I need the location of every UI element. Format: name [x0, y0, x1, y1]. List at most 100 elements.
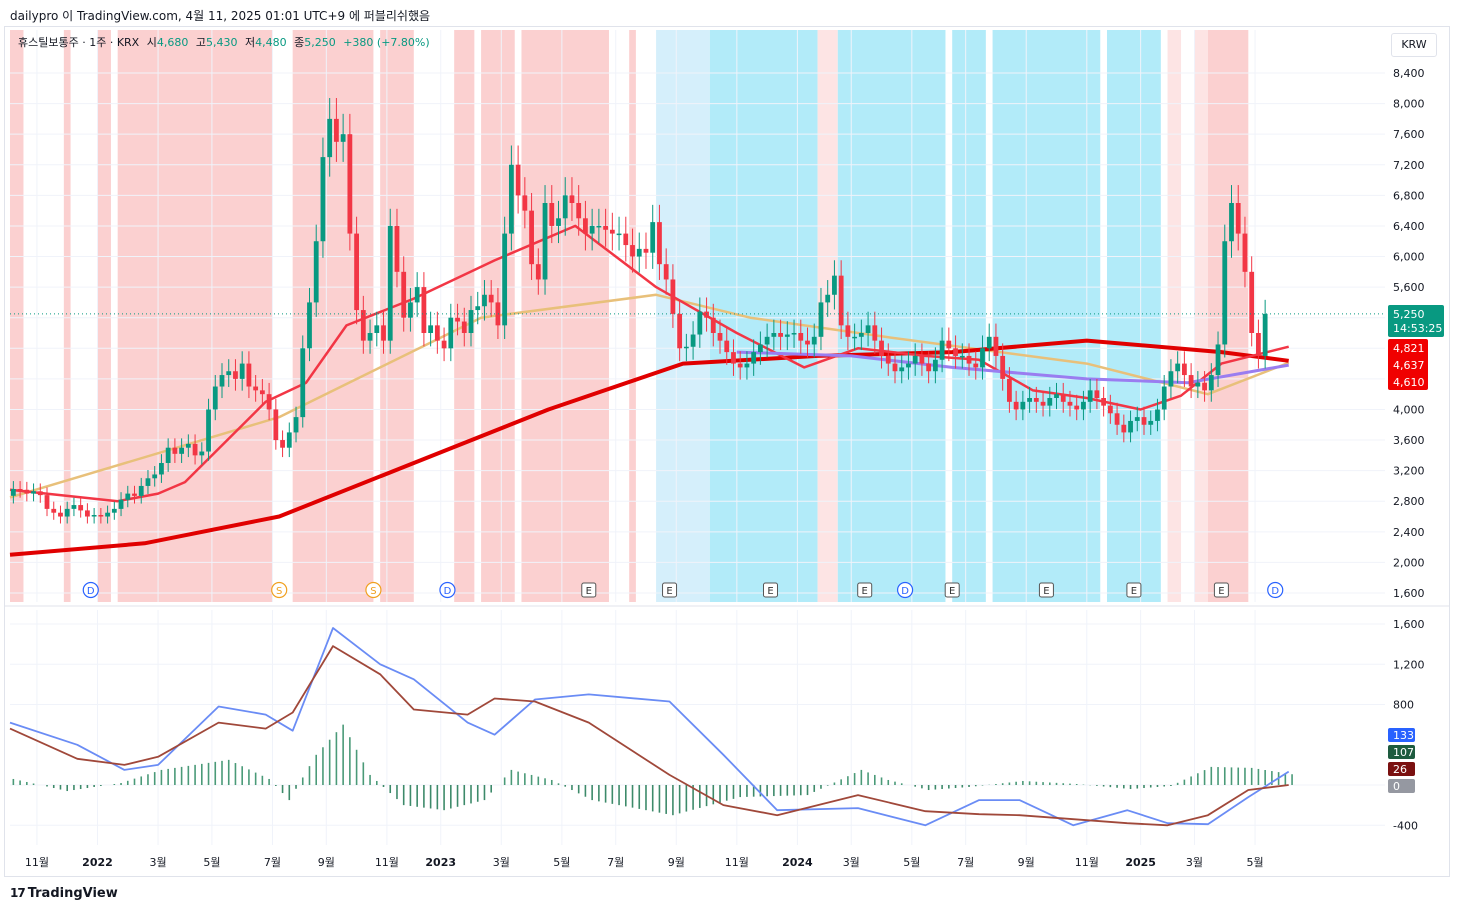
time-axis-tick: 11월 [1075, 856, 1099, 869]
earnings-marker-label: E [666, 586, 672, 597]
candle-body [643, 248, 649, 253]
candle-body [508, 164, 514, 234]
candle-body [630, 245, 635, 257]
legend-low: 4,480 [255, 36, 287, 49]
candle-body [1262, 313, 1268, 356]
price-axis-tick: 3,200 [1393, 465, 1425, 478]
price-axis-tick: 7,200 [1393, 159, 1425, 172]
currency-button[interactable]: KRW [1391, 33, 1437, 57]
candle-body [1121, 424, 1127, 433]
candle-body [475, 306, 481, 311]
candle-body [1222, 241, 1228, 345]
time-axis-tick: 9월 [1018, 856, 1035, 869]
legend-open: 4,680 [156, 36, 189, 49]
earnings-marker-label: E [767, 586, 773, 597]
price-axis-tick: 2,800 [1393, 495, 1425, 508]
candle-body [394, 225, 400, 272]
candle-body [980, 348, 985, 368]
time-axis-tick: 7월 [607, 856, 624, 869]
time-axis-tick: 11월 [375, 856, 399, 869]
candle-body [10, 489, 16, 496]
candle-body [912, 355, 918, 364]
trend-zone-red [521, 30, 609, 602]
macd-value-badge [1388, 728, 1415, 742]
candle-body [986, 336, 992, 349]
candle-body [771, 333, 777, 337]
split-marker [271, 581, 288, 599]
candle-body [226, 371, 232, 376]
time-axis-tick: 2023 [425, 856, 456, 869]
candle-body [959, 355, 965, 358]
candle-body [946, 340, 952, 349]
candle-body [784, 334, 790, 337]
candle-body [865, 325, 871, 333]
candle-body [744, 363, 750, 368]
earnings-marker-label: E [862, 586, 868, 597]
candle-body [1155, 409, 1160, 421]
macd-axis-tick: 1,200 [1393, 658, 1425, 671]
candle-body [461, 321, 467, 333]
candle-body [778, 333, 783, 337]
earnings-marker [662, 582, 678, 598]
trend-zone-blue [709, 30, 818, 602]
split-marker [365, 581, 382, 599]
candle-body [78, 505, 84, 511]
ema-slow-line [9, 338, 1289, 557]
candle-body [347, 134, 353, 234]
chart-frame [4, 26, 1450, 877]
candle-body [1074, 405, 1080, 410]
candle-body [1175, 363, 1181, 372]
macd-value-badge [1388, 762, 1415, 776]
candle-body [872, 325, 878, 341]
candle-body [737, 363, 743, 368]
macd-axis-tick: 1,600 [1393, 618, 1425, 631]
candle-body [401, 271, 407, 318]
macd-value-label: 0 [1393, 780, 1400, 793]
candle-body [273, 409, 279, 441]
candle-body [138, 485, 144, 496]
candle-body [159, 463, 164, 475]
legend-high: 5,430 [205, 36, 238, 49]
candle-body [562, 195, 568, 219]
candle-body [549, 203, 555, 226]
price-axis-tick: 8,000 [1393, 98, 1425, 111]
legend-low-label: 저 [244, 36, 256, 49]
candle-body [91, 515, 97, 517]
price-axis-tick: 7,600 [1393, 128, 1425, 141]
candle-body [636, 248, 642, 257]
macd-value-label: 26 [1393, 763, 1407, 776]
candle-body [932, 359, 938, 372]
candle-body [1188, 375, 1194, 387]
trend-zone-blue [992, 30, 1101, 602]
macd-value-badge [1388, 745, 1415, 759]
time-axis-tick: 3월 [843, 856, 860, 869]
candle-body [24, 489, 30, 494]
tradingview-footer: 17 TradingView [10, 886, 118, 901]
candle-body [717, 333, 723, 341]
legend-close: 5,250 [304, 36, 336, 49]
candle-body [387, 225, 393, 341]
candle-body [1007, 378, 1012, 402]
time-axis-tick: 5월 [903, 856, 920, 869]
price-axis-tick: 6,400 [1393, 220, 1425, 233]
trend-zone-blue [837, 30, 946, 602]
candle-body [569, 195, 575, 203]
candle-body [556, 218, 561, 226]
candle-body [212, 386, 218, 410]
candle-body [953, 348, 958, 356]
brand-name: TradingView [27, 886, 118, 901]
candle-body [1235, 203, 1241, 234]
time-axis-tick: 11월 [25, 856, 49, 869]
candle-body [259, 390, 265, 395]
candle-body [583, 218, 588, 234]
legend-open-label: 시 [146, 36, 157, 49]
candle-body [1054, 394, 1059, 398]
candle-body [185, 443, 191, 448]
candle-body [603, 225, 609, 230]
candle-body [764, 336, 770, 345]
candle-body [44, 495, 50, 509]
candle-body [1060, 394, 1066, 402]
candle-body [286, 432, 292, 448]
earnings-marker [944, 582, 960, 598]
